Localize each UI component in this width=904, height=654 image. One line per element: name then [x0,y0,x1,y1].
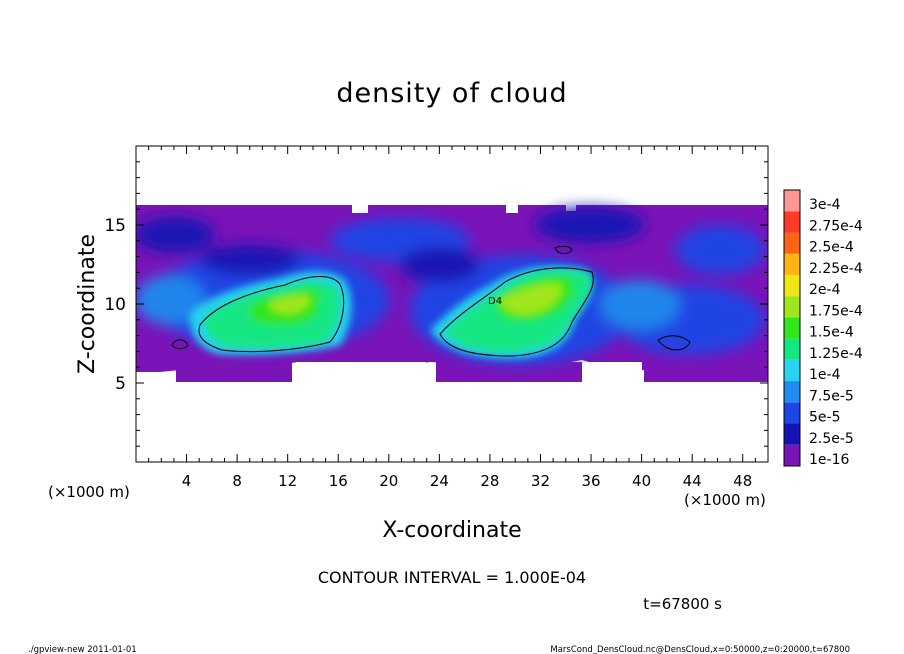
colorbar-swatch [784,253,800,275]
x-axis-label: X-coordinate [382,518,521,543]
contour-interval: CONTOUR INTERVAL = 1.000E-04 [318,568,586,587]
cloud-base-right [644,364,768,382]
x-unit-left: (×1000 m) [48,483,130,501]
contour-label: D4 [488,296,502,307]
x-tick-label: 20 [379,472,398,490]
cloud-base-mid [436,362,582,382]
density-field: D4 [136,205,768,386]
colorbar-swatch [784,274,800,297]
x-tick-label: 32 [531,472,550,490]
colorbar: 1e-16 2.5e-5 5e-5 7.5e-5 1e-4 1.25e-4 1.5e-4 1.… [783,189,863,468]
colorbar-swatch [784,211,800,233]
colorbar-label: 2.75e-4 [809,218,863,234]
colorbar-label: 5e-5 [809,410,840,426]
x-tick-label: 28 [480,472,499,490]
colorbar-label: 3e-4 [809,197,841,213]
cloud-base-left [176,362,292,382]
footer-left: ./gpview-new 2011-01-01 [28,645,137,654]
x-unit-right: (×1000 m) [684,491,766,509]
colorbar-label: 2.5e-4 [809,240,854,256]
green-regions [204,269,592,352]
field-gaps [136,362,642,386]
x-tick-label: 24 [430,472,449,490]
colorbar-swatch [784,317,800,339]
x-tick-label: 36 [581,472,600,490]
colorbar-label: 2e-4 [809,282,841,298]
x-tick-label: 4 [182,472,192,490]
colorbar-label: 1.25e-4 [809,346,863,362]
footer-right: MarsCond_DensCloud.nc@DensCloud,x=0:5000… [550,645,850,654]
plot-area: D4 [136,205,768,386]
y-tick-label: 15 [104,216,126,236]
colorbar-swatch [784,338,800,360]
colorbar-label: 7.5e-5 [809,388,854,404]
colorbar-swatch [784,423,800,445]
colorbar-label: 1e-16 [809,452,849,468]
x-tick-label: 48 [733,472,752,490]
y-tick-label: 10 [104,295,126,315]
colorbar-swatch [784,190,800,212]
chart-title: density of cloud [336,78,567,109]
colorbar-label: 1.5e-4 [809,325,854,341]
colorbar-swatch [784,296,800,318]
colorbar-swatch [784,232,800,254]
y-tick-label: 5 [115,374,126,394]
x-tick-label: 40 [632,472,651,490]
colorbar-swatch [784,381,800,403]
colorbar-label: 2.25e-4 [809,261,863,277]
y-axis-label: Z-coordinate [75,234,100,374]
colorbar-frame [783,189,801,467]
colorbar-label: 2.5e-5 [809,431,854,447]
colorbar-swatch [784,359,800,382]
contour-lines [171,245,691,357]
x-axis-ticks: 4 8 12 16 20 24 28 32 36 40 44 48 [148,146,756,490]
x-tick-label: 12 [278,472,297,490]
y-axis-ticks: 5 10 15 [104,161,768,447]
colorbar-label: 1e-4 [809,367,841,383]
x-tick-label: 44 [683,472,702,490]
x-tick-label: 8 [232,472,242,490]
colorbar-swatch [784,444,800,466]
x-tick-label: 16 [329,472,348,490]
colorbar-swatch [784,402,800,424]
time-label: t=67800 s [643,595,722,613]
colorbar-label: 1.75e-4 [809,303,863,319]
